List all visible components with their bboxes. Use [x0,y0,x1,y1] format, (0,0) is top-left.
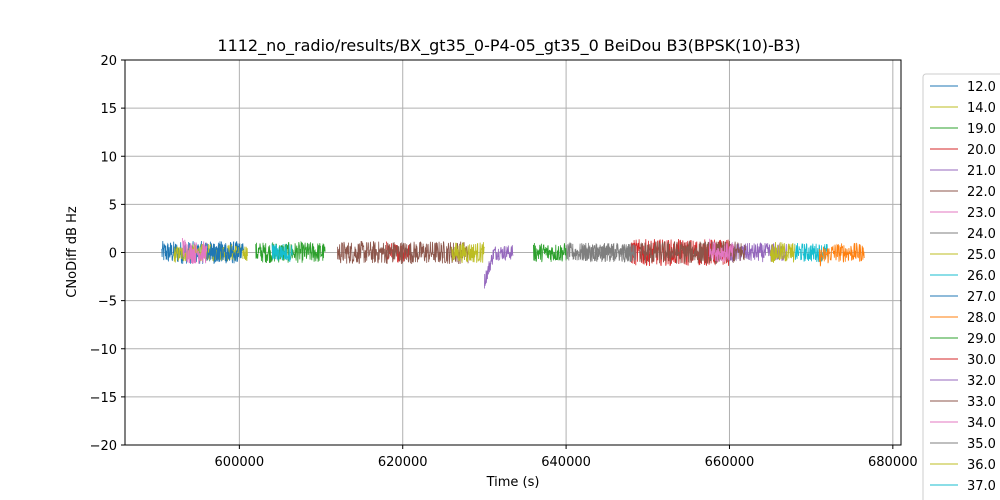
legend-label: 20.0 [967,143,996,158]
legend-label: 34.0 [967,416,996,431]
y-tick-label: 0 [109,247,117,262]
series-line-25-0 [451,242,485,264]
y-tick-label: 15 [100,102,117,117]
legend-label: 25.0 [967,248,996,263]
legend-label: 12.0 [967,80,996,95]
legend-label: 19.0 [967,122,996,137]
series-line-27-0 [206,243,244,262]
legend-label: 30.0 [967,353,996,368]
legend-label: 37.0 [967,479,996,494]
y-tick-label: −20 [90,439,117,454]
x-tick-label: 660000 [705,455,755,470]
legend-label: 29.0 [967,332,996,347]
legend-label: 33.0 [967,395,996,410]
series-line-33-0 [639,240,747,264]
series-line-34-0 [708,238,734,263]
series-line-23-0 [181,238,208,264]
legend-label: 21.0 [967,164,996,179]
legend-label: 26.0 [967,269,996,284]
x-tick-label: 600000 [215,455,265,470]
y-axis-label: CNoDiff dB Hz [65,206,80,298]
legend-label: 32.0 [967,374,996,389]
legend-label: 24.0 [967,227,996,242]
ticks: 600000 620000 640000 660000 680000 −20 −15 −10 −… [90,54,918,470]
legend-label: 36.0 [967,458,996,473]
series-line-35-0 [582,242,636,263]
x-tick-label: 640000 [541,455,591,470]
series-line-28-0 [818,242,865,267]
legend-label: 23.0 [967,206,996,221]
legend-frame [922,73,1000,500]
legend-label: 22.0 [967,185,996,200]
legend-label: 27.0 [967,290,996,305]
series-line-21-0 [484,245,514,289]
legend-label: 35.0 [967,437,996,452]
x-axis-label: Time (s) [486,475,540,490]
legend: 12.0 14.0 19.0 20.0 21.0 22.0 23.0 24.0 25.0 26.0… [922,73,1000,500]
y-tick-label: −15 [90,391,117,406]
y-tick-label: 10 [100,150,117,165]
series-line-37-0 [271,243,293,263]
series-line-36-0 [769,241,796,263]
x-tick-label: 620000 [378,455,428,470]
y-tick-label: 5 [109,198,117,213]
y-tick-label: −10 [90,343,117,358]
y-tick-label: 20 [100,54,117,69]
series-line-22-0 [337,240,469,265]
series-group [161,238,865,289]
legend-label: 14.0 [967,101,996,116]
x-tick-label: 680000 [868,455,918,470]
legend-label: 28.0 [967,311,996,326]
series-line-29-0 [533,243,567,263]
chart-title: 1112_no_radio/results/BX_gt35_0-P4-05_gt… [217,36,800,56]
y-tick-label: −5 [98,295,117,310]
